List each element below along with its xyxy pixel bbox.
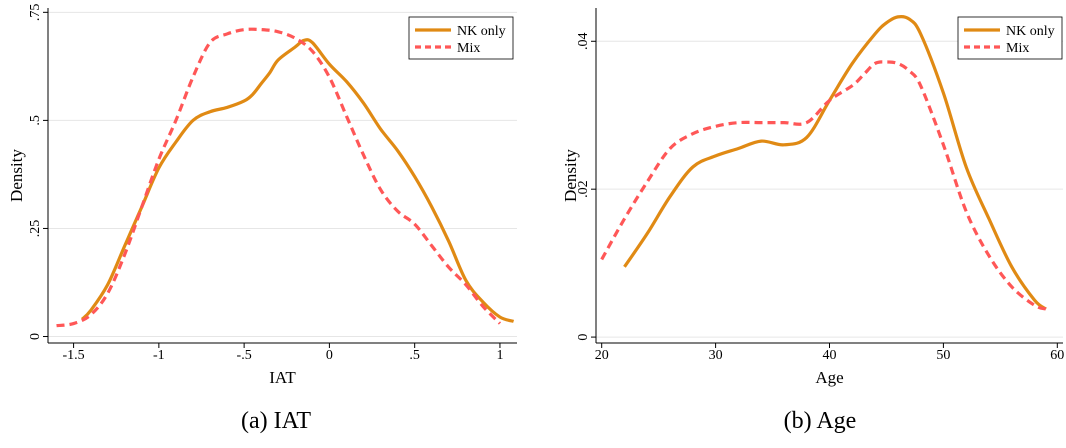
series-line-mix xyxy=(56,27,502,328)
y-tick-label: 0 xyxy=(576,334,591,341)
chart-panel-2: 0 .02 .04 20 30 40 50 60 Age Density NK only Mix (b)… xyxy=(561,8,1064,434)
legend: NK only Mix xyxy=(957,16,1063,60)
x-axis-title: IAT xyxy=(269,368,296,387)
y-axis-title: Density xyxy=(561,149,580,202)
chart-panel-1: 0 .25 .5 .75 -1.5 -1 -.5 0 .5 1 IAT Density NK only M… xyxy=(7,4,517,434)
legend-label: Mix xyxy=(1006,41,1029,56)
legend-box xyxy=(408,16,514,60)
y-tick-label: .5 xyxy=(28,115,43,126)
figure-caption: (a) IAT xyxy=(241,408,311,434)
x-tick-label: -1.5 xyxy=(62,348,84,363)
legend-label: NK only xyxy=(457,24,506,39)
legend-box xyxy=(957,16,1063,60)
series-line-nk-only xyxy=(80,38,515,323)
y-tick-label: .25 xyxy=(28,220,43,238)
series-line-nk-only xyxy=(623,14,1047,311)
x-tick-label: .5 xyxy=(409,348,420,363)
legend-label: NK only xyxy=(1006,24,1055,39)
x-tick-label: 40 xyxy=(823,348,837,363)
legend: NK only Mix xyxy=(408,16,514,60)
x-tick-label: 1 xyxy=(496,348,503,363)
x-axis-title: Age xyxy=(815,368,843,387)
y-tick-label: 0 xyxy=(28,333,43,340)
x-tick-label: 0 xyxy=(326,348,333,363)
x-tick-label: 30 xyxy=(709,348,723,363)
y-tick-label: .02 xyxy=(576,180,591,198)
legend-label: Mix xyxy=(457,41,480,56)
y-axis-title: Density xyxy=(7,149,26,202)
y-tick-label: .75 xyxy=(28,4,43,22)
series-line-mix xyxy=(600,60,1047,311)
x-tick-label: 60 xyxy=(1050,348,1064,363)
x-tick-label: 20 xyxy=(595,348,609,363)
y-tick-label: .04 xyxy=(576,33,591,51)
figure-caption: (b) Age xyxy=(784,408,857,434)
x-tick-label: 50 xyxy=(936,348,950,363)
x-tick-label: -.5 xyxy=(237,348,252,363)
x-tick-label: -1 xyxy=(153,348,165,363)
